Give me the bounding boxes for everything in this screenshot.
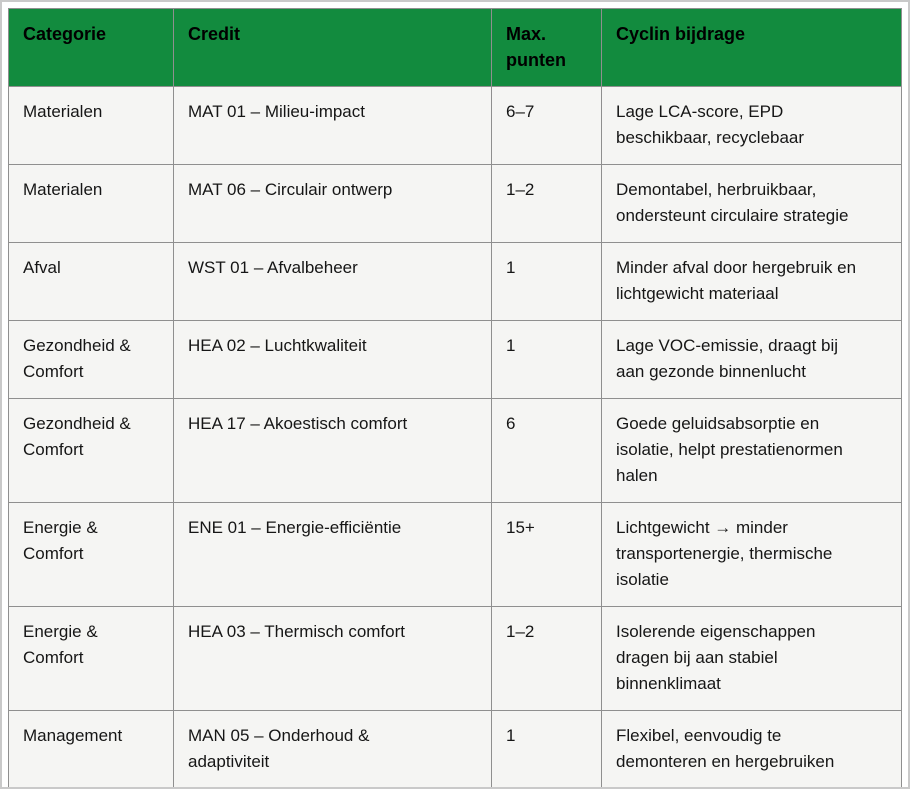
credit-cell: HEA 17 – Akoestisch comfort [173, 398, 492, 503]
category-cell: Materialen [8, 86, 174, 165]
table-row: Energie & Comfort HEA 03 – Thermisch com… [8, 606, 902, 711]
header-cyclin-bijdrage: Cyclin bijdrage [601, 8, 902, 87]
table-body: Materialen MAT 01 – Milieu-impact 6–7 La… [8, 86, 902, 787]
credit-cell: HEA 02 – Luchtkwaliteit [173, 320, 492, 399]
points-cell: 6 [491, 398, 602, 503]
category-cell: Management [8, 710, 174, 787]
credit-cell: HEA 03 – Thermisch comfort [173, 606, 492, 711]
table-row: Afval WST 01 – Afvalbeheer 1 Minder afva… [8, 242, 902, 321]
contribution-cell: Lage VOC-emissie, draagt bij aan gezonde… [601, 320, 902, 399]
contribution-cell: Demontabel, herbruikbaar, ondersteunt ci… [601, 164, 902, 243]
table-row: Materialen MAT 06 – Circulair ontwerp 1–… [8, 164, 902, 243]
credit-cell: ENE 01 – Energie-efficiëntie [173, 502, 492, 607]
points-cell: 1 [491, 242, 602, 321]
category-cell: Gezondheid & Comfort [8, 398, 174, 503]
points-cell: 1 [491, 320, 602, 399]
category-cell: Gezondheid & Comfort [8, 320, 174, 399]
header-max-punten: Max. punten [491, 8, 602, 87]
credit-cell: WST 01 – Afvalbeheer [173, 242, 492, 321]
table-row: Materialen MAT 01 – Milieu-impact 6–7 La… [8, 86, 902, 165]
header-categorie: Categorie [8, 8, 174, 87]
table-row: Gezondheid & Comfort HEA 02 – Luchtkwali… [8, 320, 902, 399]
points-cell: 6–7 [491, 86, 602, 165]
contribution-cell: Flexibel, eenvoudig te demonteren en her… [601, 710, 902, 787]
points-cell: 1–2 [491, 606, 602, 711]
points-cell: 1 [491, 710, 602, 787]
contribution-cell: Isolerende eigenschappen dragen bij aan … [601, 606, 902, 711]
credit-cell: MAT 06 – Circulair ontwerp [173, 164, 492, 243]
category-cell: Materialen [8, 164, 174, 243]
contribution-cell: Goede geluidsabsorptie en isolatie, help… [601, 398, 902, 503]
category-cell: Energie & Comfort [8, 502, 174, 607]
table-row: Gezondheid & Comfort HEA 17 – Akoestisch… [8, 398, 902, 503]
header-row: Categorie Credit Max. punten Cyclin bijd… [8, 8, 902, 87]
table-row: Management MAN 05 – Onderhoud & adaptivi… [8, 710, 902, 787]
category-cell: Afval [8, 242, 174, 321]
contribution-cell: Minder afval door hergebruik en lichtgew… [601, 242, 902, 321]
contribution-cell: Lage LCA-score, EPD beschikbaar, recycle… [601, 86, 902, 165]
contribution-cell: Lichtgewicht → minder transportenergie, … [601, 502, 902, 607]
header-credit: Credit [173, 8, 492, 87]
category-cell: Energie & Comfort [8, 606, 174, 711]
credit-cell: MAN 05 – Onderhoud & adaptiviteit [173, 710, 492, 787]
credit-cell: MAT 01 – Milieu-impact [173, 86, 492, 165]
points-cell: 1–2 [491, 164, 602, 243]
breeam-credits-table: Categorie Credit Max. punten Cyclin bijd… [8, 8, 902, 787]
table-row: Energie & Comfort ENE 01 – Energie-effic… [8, 502, 902, 607]
points-cell: 15+ [491, 502, 602, 607]
table-header: Categorie Credit Max. punten Cyclin bijd… [8, 8, 902, 87]
